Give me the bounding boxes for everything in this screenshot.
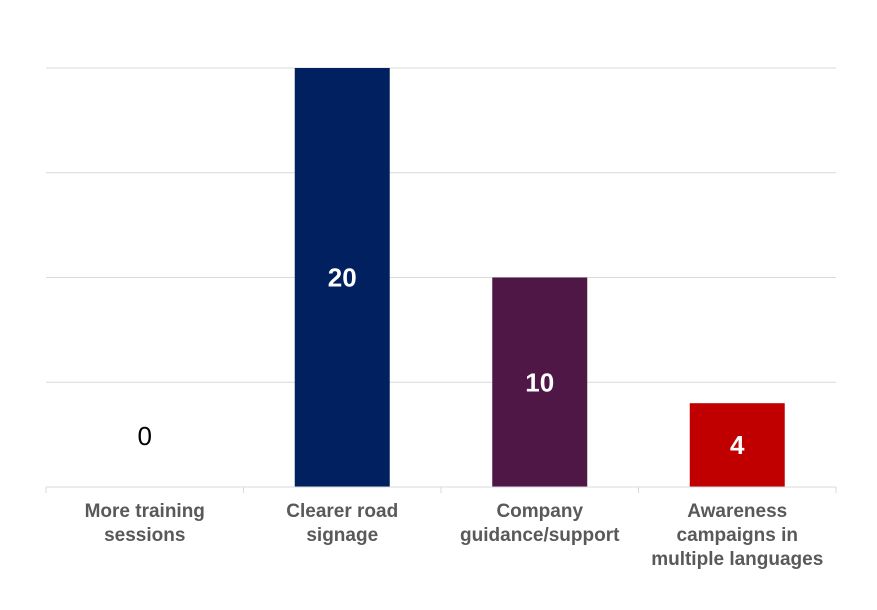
- category-label: Company guidance/support: [460, 501, 620, 546]
- category-label: Clearer road signage: [286, 501, 399, 546]
- data-label: 4: [730, 430, 745, 460]
- data-label: 20: [328, 263, 357, 293]
- data-label: 0: [138, 421, 152, 451]
- gridlines: [46, 67, 836, 383]
- data-label: 10: [525, 367, 554, 397]
- x-axis: [45, 486, 837, 493]
- category-label: Awareness campaigns in multiple language…: [651, 501, 824, 570]
- category-label: More training sessions: [84, 501, 205, 546]
- data-labels: 0 20 10 4: [138, 263, 746, 461]
- bars: [294, 68, 785, 487]
- bar: [689, 403, 785, 487]
- bar: [492, 277, 588, 487]
- bar: [294, 68, 390, 487]
